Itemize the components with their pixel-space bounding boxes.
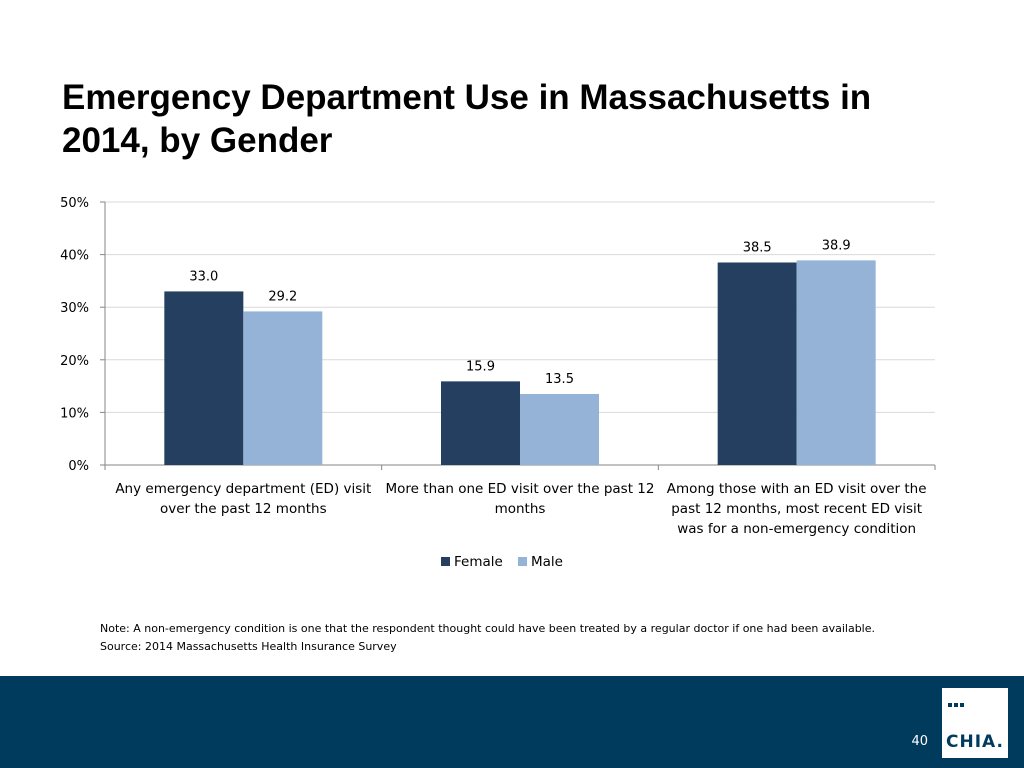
bar-female [441, 381, 520, 465]
y-tick-label: 20% [60, 354, 89, 369]
legend-label-male: Male [531, 554, 563, 570]
bar-female [717, 262, 797, 465]
data-label-male: 13.5 [545, 372, 574, 387]
legend-swatch-male [518, 557, 527, 566]
legend-label-female: Female [454, 554, 503, 570]
y-tick-label: 50% [60, 196, 89, 211]
x-category-label: More than one ED visit over the past 12 [386, 481, 655, 497]
data-label-male: 29.2 [268, 289, 297, 304]
x-category-label: Among those with an ED visit over the [667, 481, 927, 497]
legend-swatch-female [441, 557, 450, 566]
bar-male [520, 393, 599, 465]
x-category-label: was for a non-emergency condition [677, 521, 916, 537]
note-line: Note: A non-emergency condition is one t… [100, 622, 875, 635]
data-label-male: 38.9 [822, 238, 851, 253]
source-line: Source: 2014 Massachusetts Health Insura… [100, 640, 397, 653]
y-tick-label: 40% [60, 249, 89, 264]
data-label-female: 15.9 [466, 359, 495, 374]
logo-text: CHIA. [946, 732, 1004, 752]
bar-chart: 0% 10% 20% 30% 40% 50% 33.0 29.2 Any emergency d… [60, 196, 936, 570]
footer-bar [0, 676, 1024, 768]
data-label-female: 38.5 [743, 240, 772, 255]
y-tick-label: 30% [60, 301, 89, 316]
y-tick-label: 10% [60, 406, 89, 421]
page-number: 40 [911, 734, 928, 749]
slide-title: Emergency Department Use in Massachusett… [62, 78, 872, 160]
bar-male [243, 311, 323, 465]
x-category-label: months [495, 501, 546, 517]
logo-dots [948, 694, 968, 707]
y-tick-label: 0% [68, 459, 89, 474]
x-category-label: over the past 12 months [160, 501, 327, 517]
chia-logo: CHIA. [942, 688, 1008, 758]
note: Note: A non-emergency condition is one t… [100, 620, 960, 656]
x-category-label: Any emergency department (ED) visit [115, 481, 371, 497]
x-category-label: past 12 months, most recent ED visit [671, 501, 922, 517]
data-label-female: 33.0 [189, 269, 218, 284]
bar-female [164, 291, 244, 465]
bar-male [796, 260, 876, 465]
